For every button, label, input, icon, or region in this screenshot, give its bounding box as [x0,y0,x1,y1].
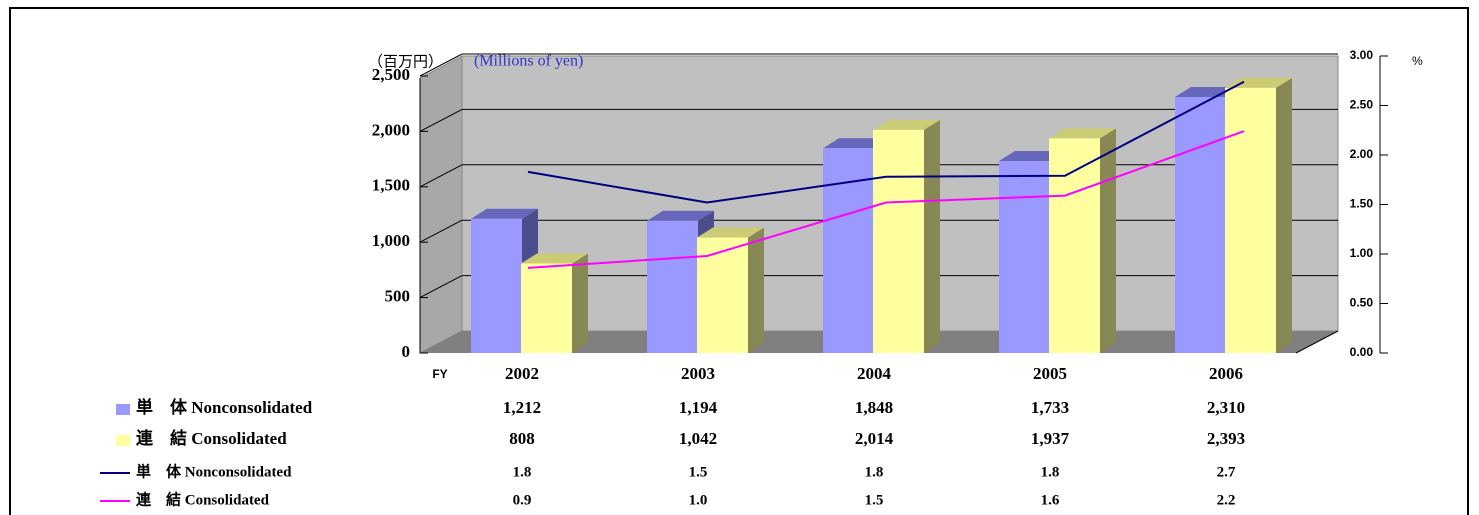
y2-tick-label: 0.50 [1350,296,1374,310]
table-value: 1.8 [513,464,532,480]
bar-top [471,208,538,219]
y2-tick-label: 1.50 [1350,197,1374,211]
table-value: 1.8 [865,464,884,480]
table-value: 1.6 [1041,492,1060,508]
unit-right: % [1412,54,1423,68]
y-tick-label: 2,500 [372,65,410,84]
side-wall [419,55,463,354]
bar-top [873,119,940,130]
bar-top [647,210,714,221]
x-label: FY [432,367,447,381]
bar-top [1225,77,1292,88]
bar [521,263,572,353]
table-value: 1,733 [1031,398,1069,417]
frame [9,7,1469,515]
bar-side [748,227,764,353]
bar [697,237,748,353]
table-value: 1,848 [855,398,893,417]
x-tick-label: 2003 [681,364,715,383]
y-tick-label: 0 [402,342,411,361]
bar [999,160,1050,353]
line [527,80,1245,204]
y-tick-label: 1,000 [372,231,410,250]
bar-top [1049,128,1116,139]
bar-side [924,119,940,353]
unit-en: (Millions of yen) [474,53,583,70]
legend-label: 連 結 Consolidated [136,428,287,448]
legend-label: 単 体 Nonconsolidated [136,462,292,480]
table-value: 808 [509,429,535,448]
line [527,130,1245,269]
legend-label: 単 体 Nonconsolidated [136,397,313,417]
table-value: 0.9 [513,492,532,508]
legend-swatch [116,435,130,446]
grid-line [419,275,463,299]
table-value: 2.2 [1217,492,1236,508]
bar-side [1276,77,1292,354]
y2-tick-label: 2.00 [1350,147,1374,161]
bar [1225,87,1276,354]
table-value: 1.5 [689,464,708,480]
grid-line [419,108,463,132]
table-value: 1.5 [865,492,884,508]
bar [1049,138,1100,353]
table-value: 2.7 [1217,464,1236,480]
y-tick-label: 2,000 [372,120,410,139]
table-value: 1,212 [503,398,541,417]
y2-tick-label: 2.50 [1350,98,1374,112]
bar-side [572,253,588,353]
y-tick-label: 1,500 [372,176,410,195]
table-value: 1,937 [1031,429,1070,448]
x-tick-label: 2002 [505,364,539,383]
table-value: 1.8 [1041,464,1060,480]
x-tick-label: 2006 [1209,364,1243,383]
table-value: 1,194 [679,398,718,417]
y2-tick-label: 3.00 [1350,48,1374,62]
table-value: 2,310 [1207,398,1245,417]
bar [471,218,522,353]
bar [873,129,924,353]
bar-side [1100,128,1116,353]
x-tick-label: 2004 [857,364,892,383]
table-value: 1,042 [679,429,717,448]
unit-ja: （百万円） [368,53,443,71]
grid-line [419,164,463,188]
bar [1175,97,1226,353]
grid-line [419,219,463,243]
y2-tick-label: 0.00 [1350,345,1374,359]
bar-top [521,253,588,264]
x-tick-label: 2005 [1033,364,1067,383]
floor-edge [1295,330,1339,354]
table-value: 2,393 [1207,429,1245,448]
table-value: 1.0 [689,492,708,508]
grid-line [419,53,463,77]
bar-top [697,227,764,238]
y2-tick-label: 1.00 [1350,246,1374,260]
y-tick-label: 500 [385,287,411,306]
table-value: 2,014 [855,429,894,448]
legend-swatch [116,404,130,415]
legend-label: 連 結 Consolidated [136,490,270,508]
bar [647,220,698,353]
